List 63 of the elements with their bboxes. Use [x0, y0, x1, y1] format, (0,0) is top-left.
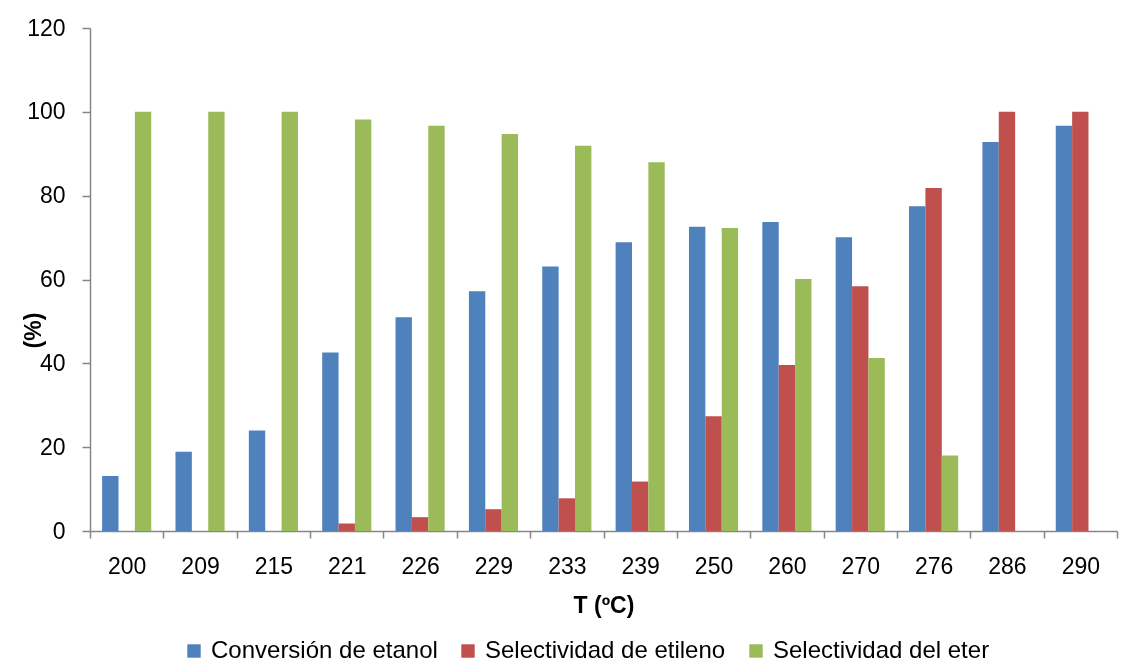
- y-tick-label: 20: [39, 433, 66, 460]
- bar: [1072, 111, 1089, 531]
- bar: [354, 119, 372, 531]
- bar: [615, 242, 632, 531]
- x-tick-label: 221: [328, 552, 367, 579]
- legend-label: Selectividad del eter: [773, 636, 990, 663]
- bar: [762, 222, 779, 531]
- bar: [411, 517, 429, 531]
- legend-label: Selectividad de etileno: [485, 636, 726, 663]
- bar: [542, 266, 559, 531]
- x-tick-label: 229: [474, 552, 514, 579]
- bar: [248, 430, 266, 531]
- x-tick-label: 233: [548, 552, 587, 579]
- bar: [468, 291, 486, 531]
- bar: [175, 451, 192, 531]
- bar: [1055, 125, 1073, 531]
- bar: [558, 498, 576, 531]
- bar: [501, 134, 519, 531]
- x-tick-label: 200: [107, 552, 147, 579]
- y-tick-label: 60: [39, 266, 66, 292]
- bar: [778, 365, 796, 531]
- bar: [868, 357, 885, 531]
- x-tick-label: 215: [254, 552, 294, 579]
- y-tick-label: 40: [39, 349, 66, 376]
- bar: [338, 523, 355, 531]
- bar: [795, 279, 812, 531]
- y-tick-label: 80: [39, 182, 66, 209]
- bar: [485, 509, 502, 531]
- bar: [428, 125, 445, 531]
- bar: [835, 237, 853, 531]
- bar: [721, 227, 739, 531]
- bar: [102, 476, 119, 531]
- x-tick-label: 250: [694, 552, 734, 579]
- x-tick-label: 239: [621, 552, 660, 579]
- x-tick-label: 290: [1061, 552, 1101, 579]
- bar: [998, 111, 1016, 531]
- bar: [575, 145, 592, 531]
- legend-label: Conversión de etanol: [211, 636, 438, 663]
- x-axis-title: T (ºC): [573, 591, 635, 618]
- bar: [982, 142, 999, 531]
- bar: [648, 162, 665, 531]
- bar: [688, 226, 706, 531]
- bar: [395, 317, 412, 531]
- bar: [909, 206, 926, 531]
- bar: [322, 352, 339, 531]
- bar: [134, 111, 152, 531]
- bar: [705, 416, 722, 531]
- y-tick-label: 0: [52, 517, 66, 544]
- y-axis-title: (%): [19, 312, 46, 349]
- bar: [852, 286, 869, 531]
- bar: [631, 481, 649, 531]
- x-tick-label: 260: [768, 552, 807, 579]
- bar: [281, 111, 298, 531]
- y-tick-label: 120: [27, 14, 66, 41]
- x-tick-label: 286: [988, 552, 1027, 579]
- x-tick-label: 276: [914, 552, 954, 579]
- bar: [925, 188, 942, 531]
- y-tick-label: 100: [27, 98, 66, 125]
- x-tick-label: 209: [181, 552, 220, 579]
- bar: [208, 111, 225, 531]
- x-tick-label: 226: [401, 552, 440, 579]
- x-tick-label: 270: [841, 552, 880, 579]
- bar: [941, 455, 959, 531]
